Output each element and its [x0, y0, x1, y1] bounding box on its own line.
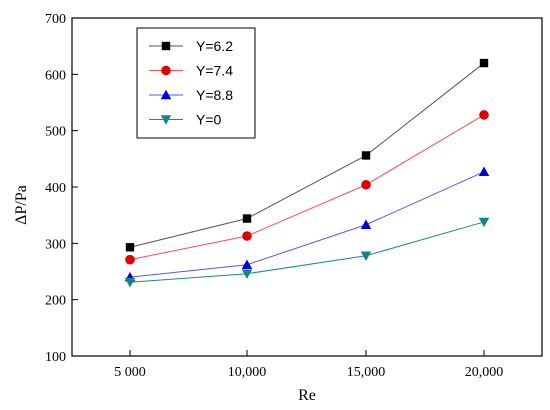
legend-label: Y=0: [196, 112, 222, 128]
legend-item: Y=8.8: [149, 87, 233, 103]
circle-marker: [242, 231, 252, 241]
series-Y=7.4: [125, 110, 489, 265]
circle-marker: [125, 254, 135, 265]
series-line: [129, 221, 485, 283]
series-Y=8.8: [124, 166, 490, 282]
square-marker: [361, 151, 371, 160]
y-tick-label: 200: [45, 294, 66, 309]
y-tick-label: 300: [45, 237, 66, 252]
series-Y=6.2: [125, 58, 489, 252]
triangle-up-marker: [241, 259, 253, 269]
x-tick-label: 15,000: [347, 365, 386, 380]
circle-marker: [361, 179, 371, 190]
circle-marker: [479, 110, 489, 120]
y-tick-label: 500: [45, 125, 66, 140]
y-tick-label: 700: [45, 12, 66, 27]
y-axis-title: ΔP/Pa: [13, 185, 30, 225]
triangle-up-marker: [478, 166, 490, 176]
legend-label: Y=8.8: [196, 87, 233, 103]
square-marker: [479, 58, 489, 68]
triangle-up-marker: [360, 219, 372, 229]
square-marker: [125, 243, 135, 252]
square-marker: [161, 41, 171, 51]
legend: Y=6.2 Y=7.4 Y=8.8 Y=0: [136, 27, 256, 139]
x-tick-label: 10,000: [228, 365, 267, 380]
x-axis-title: Re: [298, 387, 316, 404]
triangle-up-marker: [160, 89, 172, 100]
legend-item: Y=7.4: [149, 63, 233, 79]
triangle-down-marker: [360, 251, 372, 261]
x-tick-label: 5 000: [114, 365, 146, 380]
tick-layer: 100 200 300 400 500 600 700 5 000 10,000 15,000 20…: [45, 12, 503, 380]
square-marker: [242, 214, 252, 223]
triangle-down-marker: [478, 217, 490, 228]
legend-label: Y=6.2: [196, 38, 233, 54]
triangle-down-marker: [160, 115, 172, 125]
y-tick-label: 400: [45, 181, 66, 196]
series-Y=0: [124, 217, 490, 288]
legend-label: Y=7.4: [196, 63, 233, 79]
series-layer: [124, 58, 490, 288]
triangle-down-marker: [241, 269, 253, 280]
legend-item: Y=0: [149, 112, 222, 128]
series-line: [129, 62, 485, 248]
legend-item: Y=6.2: [149, 38, 233, 54]
circle-marker: [161, 65, 171, 76]
series-line: [129, 114, 485, 261]
triangle-down-marker: [124, 278, 136, 288]
x-tick-label: 20,000: [465, 365, 504, 380]
series-line: [129, 171, 485, 278]
y-tick-label: 600: [45, 68, 66, 83]
y-tick-label: 100: [45, 350, 66, 365]
